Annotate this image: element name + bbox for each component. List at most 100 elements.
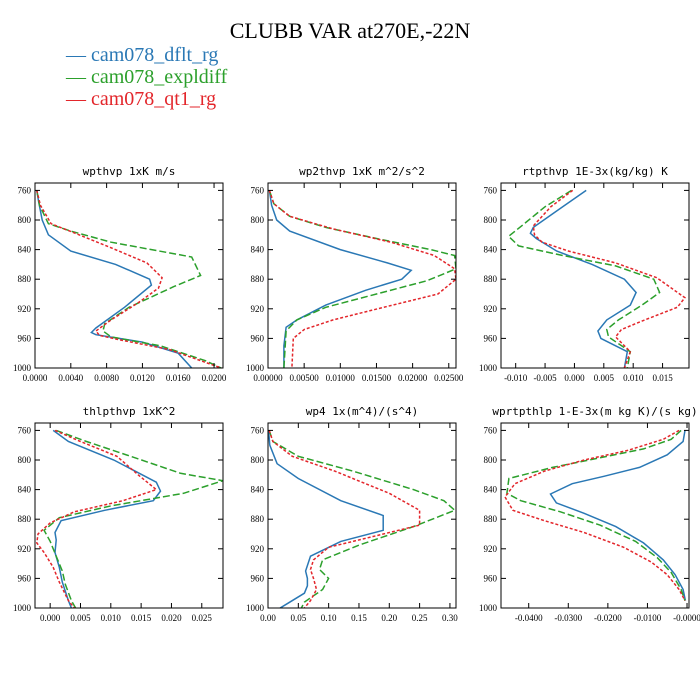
x-tick-label: -0.0400 [515, 613, 543, 623]
x-tick-label: -0.0100 [634, 613, 662, 623]
series-line-2 [43, 429, 223, 608]
panel-title: wp2thvp 1xK m^2/s^2 [299, 165, 425, 178]
legend-label: cam078_dflt_rg [91, 44, 219, 66]
y-tick-label: 880 [18, 274, 32, 284]
y-tick-label: 1000 [246, 603, 265, 613]
y-tick-label: 840 [18, 485, 32, 495]
chart-panel-1: wpthvp 1xK m/s76080084088092096010000.00… [13, 165, 227, 383]
series-line-1 [52, 429, 162, 608]
y-tick-label: 880 [484, 514, 498, 524]
y-tick-label: 760 [18, 425, 32, 435]
x-tick-label: 0.20 [381, 613, 397, 623]
series-line-2 [268, 430, 456, 608]
x-tick-label: 0.00000 [253, 373, 283, 383]
y-tick-label: 800 [484, 215, 498, 225]
legend-dash: — [66, 88, 86, 110]
x-tick-label: 0.0040 [58, 373, 83, 383]
y-tick-label: 960 [251, 573, 265, 583]
chart-panel-4: thlpthvp 1xK^2 760 800 840 880 920 960 1000 0.00… [13, 405, 224, 623]
chart-panel-2: wp2thvp 1xK m^2/s^2 760 800 840 880 920 960 100… [246, 165, 464, 383]
y-tick-label: 760 [251, 425, 265, 435]
x-tick-label: 0.000 [564, 373, 585, 383]
y-tick-label: 960 [18, 573, 32, 583]
y-tick-label: 800 [251, 215, 265, 225]
series-line-2 [268, 190, 456, 368]
x-tick-label: 0.01000 [326, 373, 356, 383]
panel-title: thlpthvp 1xK^2 [83, 405, 176, 418]
x-tick-label: 0.010 [101, 613, 122, 623]
series-line-3 [36, 429, 158, 608]
y-tick-label: 800 [251, 455, 265, 465]
plot-frame [34, 182, 224, 369]
x-tick-label: 0.010 [623, 373, 644, 383]
x-tick-label: 0.02500 [434, 373, 464, 383]
y-tick-label: 760 [484, 185, 498, 195]
panel-title: rtpthvp 1E-3x(kg/kg) K [522, 165, 668, 178]
x-tick-label: -0.0000 [673, 613, 700, 623]
legend-item-qt1: — cam078_qt1_rg [66, 88, 227, 110]
y-tick-label: 1000 [13, 363, 32, 373]
y-tick-label: 880 [484, 274, 498, 284]
y-tick-label: 840 [251, 485, 265, 495]
chart-panel-3: rtpthvp 1E-3x(kg/kg) K 760 800 840 880 920 960… [479, 165, 690, 383]
plot-frame [500, 422, 690, 609]
y-tick-label: 920 [251, 304, 265, 314]
x-tick-label: 0.25 [412, 613, 428, 623]
x-tick-label: 0.05 [290, 613, 306, 623]
y-tick-label: 840 [484, 485, 498, 495]
y-tick-label: 800 [18, 215, 32, 225]
y-tick-label: 760 [484, 425, 498, 435]
series-line-2 [507, 189, 661, 368]
x-tick-label: 0.005 [70, 613, 91, 623]
x-tick-label: 0.0200 [202, 373, 227, 383]
y-tick-label: 960 [251, 333, 265, 343]
x-tick-label: 0.020 [161, 613, 182, 623]
panel-title: wp4 1x(m^4)/(s^4) [306, 405, 419, 418]
legend-item-dflt: — cam078_dflt_rg [66, 44, 227, 66]
x-tick-label: 0.00500 [290, 373, 320, 383]
x-tick-label: 0.02000 [398, 373, 428, 383]
legend-label: cam078_qt1_rg [91, 88, 217, 110]
legend-dash: — [66, 66, 86, 88]
series-line-1 [36, 190, 193, 368]
y-tick-label: 920 [18, 304, 32, 314]
y-tick-label: 800 [484, 455, 498, 465]
x-tick-label: 0.000 [40, 613, 61, 623]
y-tick-label: 920 [484, 544, 498, 554]
plot-frame [267, 422, 457, 609]
y-tick-label: 960 [484, 573, 498, 583]
chart-panel-6: wprtpthlp 1-E-3x(m kg K)/(s kg) 760 800 840… [479, 405, 700, 623]
y-tick-label: 760 [251, 185, 265, 195]
y-tick-label: 840 [251, 245, 265, 255]
y-tick-label: 1000 [246, 363, 265, 373]
y-tick-label: 880 [251, 274, 265, 284]
x-tick-label: 0.0080 [94, 373, 119, 383]
x-tick-label: -0.005 [533, 373, 557, 383]
plot-frame [500, 182, 690, 369]
series-line-1 [268, 190, 413, 368]
plot-frame [34, 422, 224, 609]
series-line-1 [529, 189, 637, 368]
y-tick-label: 960 [18, 333, 32, 343]
x-tick-label: 0.10 [321, 613, 337, 623]
panel-title: wprtpthlp 1-E-3x(m kg K)/(s kg) [492, 405, 697, 418]
x-tick-label: 0.025 [192, 613, 213, 623]
y-tick-label: 760 [18, 185, 32, 195]
y-tick-label: 1000 [479, 363, 498, 373]
x-tick-label: 0.015 [131, 613, 152, 623]
x-tick-label: -0.0300 [554, 613, 582, 623]
x-tick-label: 0.30 [442, 613, 458, 623]
y-tick-label: 1000 [13, 603, 32, 613]
series-line-1 [268, 430, 384, 608]
y-tick-label: 1000 [479, 603, 498, 613]
x-tick-label: 0.00 [260, 613, 276, 623]
legend-label: cam078_expldiff [91, 66, 228, 88]
x-tick-label: 0.0120 [130, 373, 155, 383]
y-tick-label: 840 [484, 245, 498, 255]
figure-title: CLUBB VAR at270E,-22N [229, 18, 471, 43]
series-line-3 [36, 190, 222, 368]
series-line-3 [268, 430, 421, 608]
x-tick-label: 0.01500 [362, 373, 392, 383]
series-line-3 [532, 189, 686, 368]
